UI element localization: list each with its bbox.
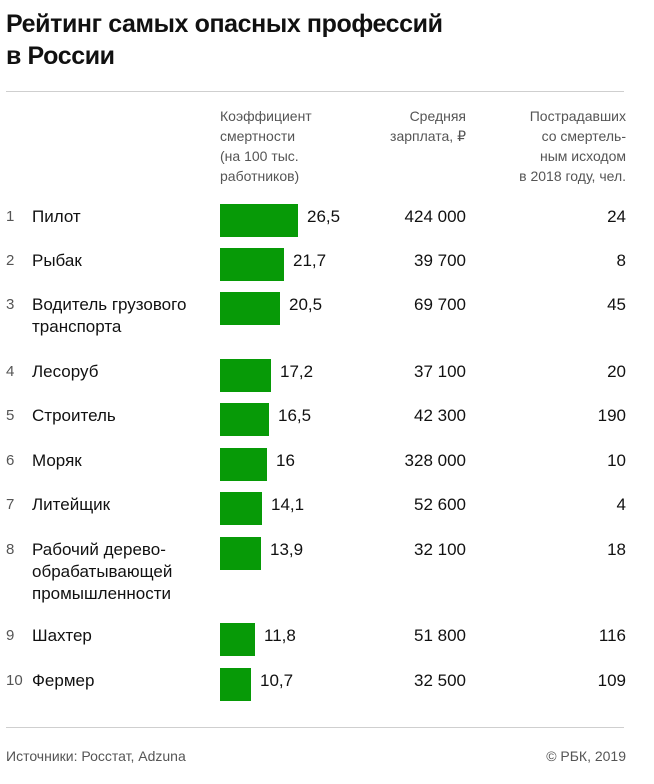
profession-name-line: Строитель [32,406,116,425]
salary-value: 328 000 [404,451,466,470]
row-rank: 6 [6,452,15,469]
profession-name-line: Рабочий дерево- [32,540,166,559]
column-header-salary-line: зарплата, ₽ [390,128,466,144]
mortality-bar [220,623,255,656]
top-divider [6,91,624,92]
column-header-victims: Пострадавших со смертель- ным исходом в … [480,106,626,186]
profession-name-line: Пилот [32,207,81,226]
profession-name-line: промышленности [32,584,172,603]
row-rank: 3 [6,296,15,313]
victims-value: 24 [607,207,626,226]
mortality-bar [220,248,284,281]
mortality-bar [220,668,251,701]
mortality-bar [220,492,262,525]
column-header-coefficient-line: работников) [220,168,300,184]
mortality-value-label: 14,1 [271,495,305,514]
row-rank: 9 [6,627,15,644]
chart-title-line-1: Рейтинг самых опасных профессий [6,10,443,38]
mortality-value-label: 10,7 [260,671,294,690]
profession-name: Водитель грузового транспорта [32,294,222,338]
row-rank: 2 [6,252,15,269]
mortality-bar [220,537,261,570]
salary-value: 32 500 [414,671,466,690]
copyright: © РБК, 2019 [546,748,626,764]
chart-title-line-2: в России [6,42,115,70]
column-header-victims-line: со смертель- [541,128,626,144]
profession-name-line: Шахтер [32,626,92,645]
row-rank: 4 [6,363,15,380]
mortality-value-label: 21,7 [293,251,327,270]
source-note: Источники: Росстат, Adzuna [6,748,186,764]
victims-value: 190 [597,406,626,425]
row-rank: 10 [6,672,23,689]
column-header-victims-line: в 2018 году, чел. [519,168,626,184]
victims-value: 109 [597,671,626,690]
profession-name: Литейщик [32,494,222,516]
mortality-bar [220,204,298,237]
bottom-divider [6,727,624,728]
profession-name-line: обрабатывающей [32,562,173,581]
profession-name-line: Фермер [32,671,95,690]
column-header-salary-line: Средняя [409,108,466,124]
salary-value: 51 800 [414,626,466,645]
column-header-coefficient-line: смертности [220,128,296,144]
profession-name: Пилот [32,206,222,228]
mortality-value-label: 26,5 [307,207,341,226]
mortality-value-label: 11,8 [264,626,296,645]
profession-name: Рабочий дерево-обрабатывающей промышленно… [32,539,222,605]
column-header-victims-line: ным исходом [539,148,626,164]
row-rank: 5 [6,407,15,424]
profession-name: Моряк [32,450,222,472]
mortality-bar [220,292,280,325]
profession-name: Строитель [32,405,222,427]
row-rank: 7 [6,496,15,513]
salary-value: 32 100 [414,540,466,559]
profession-name: Фермер [32,670,222,692]
column-header-coefficient-line: (на 100 тыс. [220,148,299,164]
mortality-bar [220,448,267,481]
chart-title: Рейтинг самых опасных профессий в России [6,8,606,72]
column-header-coefficient: Коэффициент смертности (на 100 тыс. рабо… [220,106,360,186]
row-rank: 1 [6,208,15,225]
salary-value: 42 300 [414,406,466,425]
profession-name: Рыбак [32,250,222,272]
victims-value: 45 [607,295,626,314]
profession-name-line: Литейщик [32,495,111,514]
salary-value: 424 000 [404,207,466,226]
mortality-bar [220,359,271,392]
victims-value: 18 [607,540,626,559]
mortality-value-label: 13,9 [270,540,304,559]
mortality-bar [220,403,269,436]
profession-name-line: транспорта [32,317,122,336]
profession-name: Шахтер [32,625,222,647]
mortality-value-label: 17,2 [280,362,314,381]
row-rank: 8 [6,541,15,558]
profession-name-line: Лесоруб [32,362,99,381]
salary-value: 37 100 [414,362,466,381]
column-header-victims-line: Пострадавших [529,108,626,124]
salary-value: 69 700 [414,295,466,314]
profession-name-line: Рыбак [32,251,82,270]
salary-value: 52 600 [414,495,466,514]
victims-value: 10 [607,451,626,470]
salary-value: 39 700 [414,251,466,270]
column-header-salary: Средняя зарплата, ₽ [356,106,466,146]
column-header-coefficient-line: Коэффициент [220,108,312,124]
mortality-value-label: 16,5 [278,406,312,425]
profession-name-line: Водитель грузового [32,295,187,314]
mortality-value-label: 16 [276,451,295,470]
victims-value: 4 [616,495,626,514]
victims-value: 116 [598,626,626,645]
victims-value: 20 [607,362,626,381]
profession-name-line: Моряк [32,451,82,470]
mortality-value-label: 20,5 [289,295,323,314]
profession-name: Лесоруб [32,361,222,383]
victims-value: 8 [616,251,626,270]
